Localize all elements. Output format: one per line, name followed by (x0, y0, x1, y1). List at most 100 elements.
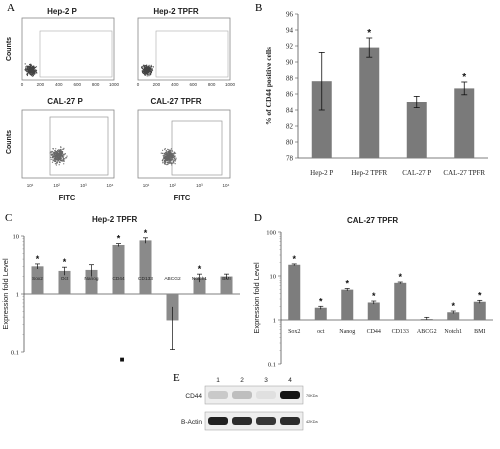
y-tick-label: 1 (273, 318, 276, 325)
y-tick-label: 10 (13, 234, 20, 241)
flow-event-dot (169, 157, 171, 159)
panel-letter-e: E (173, 372, 180, 384)
flow-event-dot (151, 69, 154, 71)
flow-plot-hep2-tpfr: Hep-2 TPFR 0 200 400 600 800 1000 (137, 7, 236, 87)
flow-event-dot (170, 151, 172, 153)
panel-letter-b: B (255, 2, 263, 14)
flow-event-dot (161, 152, 164, 154)
flow-event-dot (59, 161, 61, 164)
flow-event-dot (164, 163, 166, 165)
x-tick-label: ABCG2 (164, 276, 181, 282)
flow-tick-label: 600 (189, 82, 197, 87)
flow-event-dot (55, 153, 57, 155)
flow-event-dot (33, 73, 35, 75)
flow-event-dot (63, 160, 65, 162)
flow-event-dot (49, 152, 51, 154)
blot-band (280, 417, 300, 425)
flow-event-dot (146, 72, 149, 74)
flow-event-dot (27, 69, 29, 71)
blot-row-label: CD44 (185, 393, 202, 400)
flow-event-dot (62, 153, 64, 155)
flow-event-dot (162, 155, 164, 157)
flow-event-dot (148, 64, 150, 66)
y-tick-label: 0.1 (268, 362, 276, 369)
flow-event-dot (175, 159, 177, 161)
y-tick-label: 90 (286, 59, 294, 67)
blot-band (256, 417, 276, 425)
flow-event-dot (55, 154, 57, 156)
flow-event-dot (164, 148, 166, 151)
flow-axes-cal27-tpfr (137, 109, 231, 179)
x-tick-label: CAL-27 P (402, 169, 431, 177)
flow-event-dot (146, 64, 148, 66)
significance-marker: * (292, 254, 296, 264)
flow-event-dot (166, 154, 168, 156)
flow-event-dot (35, 66, 38, 68)
flow-event-dot (28, 70, 30, 72)
flow-event-dot (59, 159, 61, 162)
flow-event-dot (55, 164, 58, 166)
flow-xticks-hep2-p: 0 200 400 600 800 1000 (21, 82, 120, 87)
flow-event-dot (57, 151, 59, 153)
flow-event-dot (28, 65, 30, 67)
x-tick-label: Sox2 (288, 329, 300, 335)
flow-event-dot (168, 151, 170, 153)
flow-event-dot (50, 158, 52, 160)
flow-event-dot (170, 154, 172, 157)
flow-event-dot (173, 162, 175, 164)
y-axis-label: Expression fold Level (1, 258, 10, 330)
x-tick-label: Sox2 (32, 276, 43, 282)
flow-event-dot (30, 66, 32, 68)
flow-event-dot (27, 70, 29, 72)
flow-event-dot (58, 155, 60, 158)
flow-event-dot (166, 158, 168, 160)
flow-event-dot (148, 66, 150, 68)
flow-event-dot (150, 71, 153, 73)
flow-event-dot (142, 72, 145, 75)
flow-cytometry-panel: Hep-2 P Counts 0 200 400 600 800 1000 Hep-2 T… (6, 7, 236, 202)
flow-xlabel-cal27-p: FITC (59, 193, 76, 202)
flow-axes-cal27-p (21, 109, 115, 179)
flow-event-dot (51, 153, 53, 155)
significance-marker: * (398, 272, 402, 282)
flow-event-dot (163, 157, 165, 159)
flow-event-dot (168, 162, 170, 164)
flow-event-dot (63, 158, 65, 160)
flow-event-dot (28, 73, 30, 75)
flow-event-dot (148, 68, 150, 70)
flow-tick-label: 0 (21, 82, 24, 87)
flow-event-dot (32, 74, 34, 76)
flow-event-dot (167, 159, 169, 161)
flow-event-dot (164, 156, 166, 158)
flow-event-dot (56, 151, 58, 153)
flow-event-dot (171, 164, 173, 166)
flow-event-dot (50, 154, 53, 156)
flow-tick-label: 10³ (80, 183, 87, 188)
flow-event-dot (152, 66, 154, 68)
flow-event-dot (171, 154, 173, 156)
flow-tick-label: 800 (208, 82, 216, 87)
x-tick-label: CD133 (138, 276, 153, 282)
flow-event-dot (144, 64, 146, 66)
y-tick-label: 94 (286, 27, 294, 35)
flow-event-dot (50, 151, 52, 153)
flow-event-dot (143, 69, 145, 71)
x-tick-label: CD133 (392, 329, 409, 335)
flow-event-dot (30, 64, 32, 66)
flow-event-dot (164, 158, 167, 160)
panel-letter-a: A (7, 2, 15, 14)
flow-event-dot (26, 65, 28, 68)
flow-event-dot (63, 148, 65, 150)
flow-event-dot (57, 159, 59, 162)
flow-event-dot (58, 157, 60, 159)
flow-event-dot (166, 152, 168, 154)
flow-event-dot (144, 74, 146, 76)
flow-event-dot (26, 72, 28, 74)
flow-event-dot (143, 65, 145, 67)
x-tick-label: CAL-27 TPFR (443, 169, 485, 177)
flow-event-dot (34, 66, 36, 68)
flow-ylabel-hep2-p: Counts (6, 37, 13, 61)
flow-event-dot (26, 69, 28, 71)
flow-event-dot (32, 71, 34, 73)
flow-event-dot (162, 160, 164, 162)
